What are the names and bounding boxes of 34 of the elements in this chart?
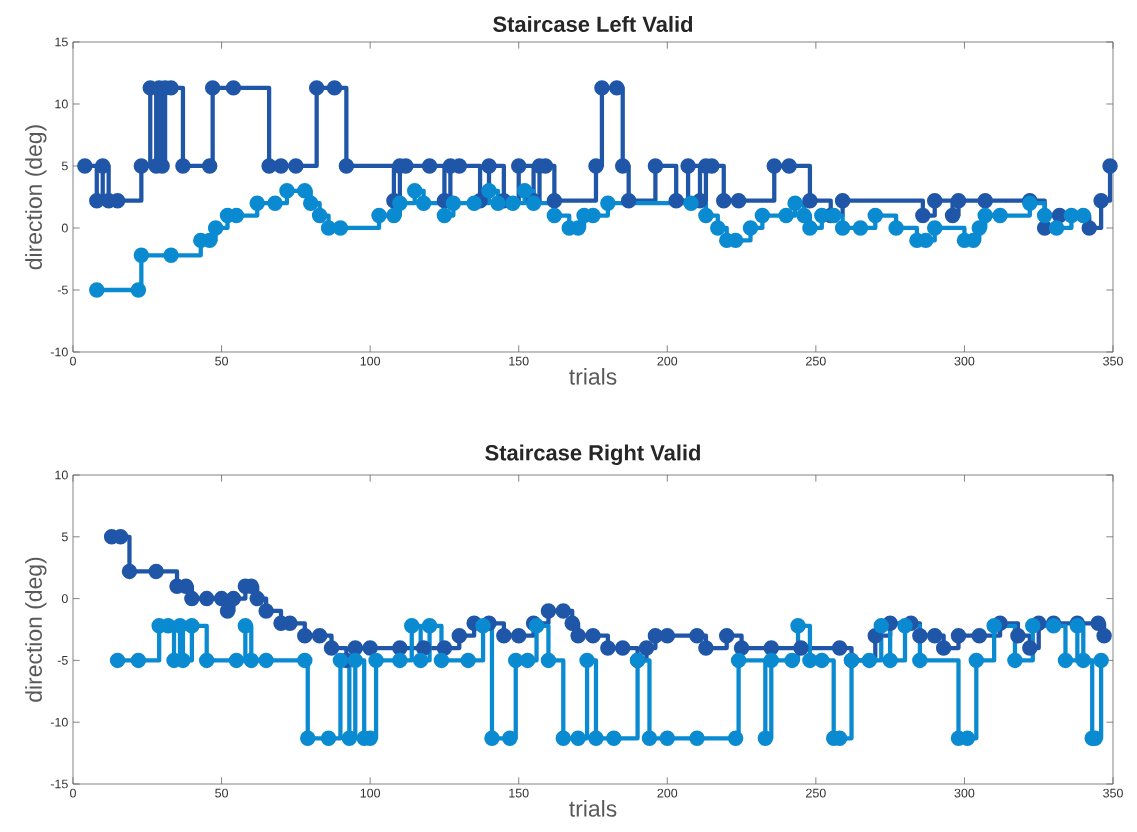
x-tick-label: 50 <box>215 788 229 798</box>
y-tick-label: 5 <box>61 532 68 542</box>
x-tick-label: 0 <box>70 788 76 798</box>
chart-title: Staircase Right Valid <box>485 444 700 465</box>
x-axis-title: trials <box>569 367 617 385</box>
x-tick-label: 50 <box>215 356 229 366</box>
x-tick-label: 300 <box>954 788 975 798</box>
y-axis-title: direction (deg) <box>25 125 47 270</box>
y-tick-label: -5 <box>57 656 68 665</box>
x-tick-label: 150 <box>509 356 529 366</box>
y-tick-label: -10 <box>50 717 68 727</box>
y-tick-label: 5 <box>61 161 68 171</box>
y-tick-label: -15 <box>50 779 68 789</box>
x-axis-title: trials <box>569 799 617 817</box>
x-tick-label: 100 <box>360 356 381 366</box>
x-tick-label: 100 <box>360 788 381 798</box>
x-tick-label: 0 <box>70 356 76 366</box>
x-tick-label: 200 <box>657 356 678 366</box>
chart-title: Staircase Left Valid <box>493 15 693 32</box>
y-tick-label: 0 <box>61 594 68 604</box>
x-tick-label: 150 <box>509 788 529 798</box>
x-tick-label: 200 <box>657 788 678 798</box>
y-tick-label: 10 <box>55 99 68 109</box>
y-tick-label: 0 <box>61 223 68 233</box>
x-tick-label: 350 <box>1103 356 1123 366</box>
x-tick-label: 300 <box>954 356 975 366</box>
x-tick-label: 350 <box>1103 788 1123 798</box>
y-tick-label: -5 <box>57 285 68 295</box>
y-tick-label: 10 <box>55 470 68 480</box>
y-tick-label: -10 <box>50 347 68 357</box>
x-tick-label: 250 <box>806 356 826 366</box>
y-tick-label: 15 <box>55 37 68 47</box>
x-tick-label: 250 <box>806 788 826 798</box>
y-axis-title: direction (deg) <box>25 557 47 702</box>
